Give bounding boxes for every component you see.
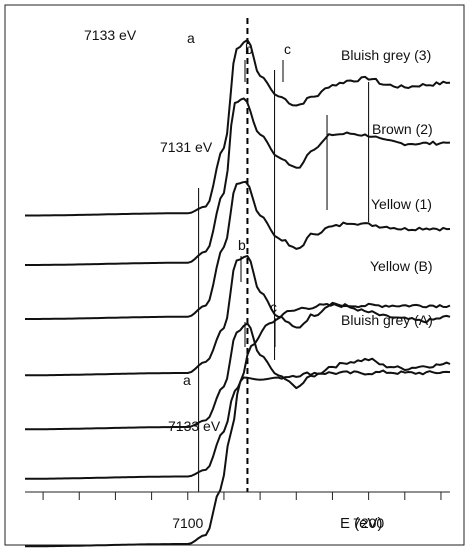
series-label-bluish-grey-3: Bluish grey (3) — [341, 47, 431, 63]
feature-label-c-lower: c — [270, 299, 277, 315]
series-line-2 — [25, 180, 451, 320]
feature-label-b-middle: b — [238, 237, 246, 253]
series-line-0 — [25, 39, 451, 217]
series-line-3 — [24, 255, 451, 377]
series-label-brown-2: Brown (2) — [372, 121, 433, 137]
x-tick-label-1: 7200 — [353, 515, 384, 531]
x-axis-label: E (eV) — [340, 515, 383, 532]
series-line-5 — [24, 369, 451, 480]
energy-annotation-bottom: 7133 eV — [168, 418, 221, 434]
feature-label-c-top: c — [284, 41, 291, 57]
series-label-bluish-grey-a: Bluish grey (A) — [341, 312, 433, 328]
series-label-yellow-b: Yellow (B) — [370, 258, 433, 274]
feature-label-a-top: a — [187, 30, 195, 46]
series-line-6 — [24, 302, 451, 548]
series-line-1 — [25, 97, 451, 266]
plot-frame — [4, 4, 465, 546]
energy-annotation-middle: 7131 eV — [160, 139, 213, 155]
series-label-yellow-1: Yellow (1) — [371, 196, 432, 212]
reference-lines — [198, 70, 370, 492]
series-line-4 — [24, 322, 451, 431]
feature-label-b-top: b — [245, 41, 253, 57]
feature-label-a-bottom: a — [183, 372, 191, 388]
x-tick-label-0: 7100 — [172, 515, 203, 531]
energy-annotation-top: 7133 eV — [84, 27, 137, 43]
x-axis-tick-labels: 7100 7200 — [172, 515, 384, 531]
x-axis-ticks — [42, 492, 442, 500]
spectra-series — [24, 39, 451, 548]
